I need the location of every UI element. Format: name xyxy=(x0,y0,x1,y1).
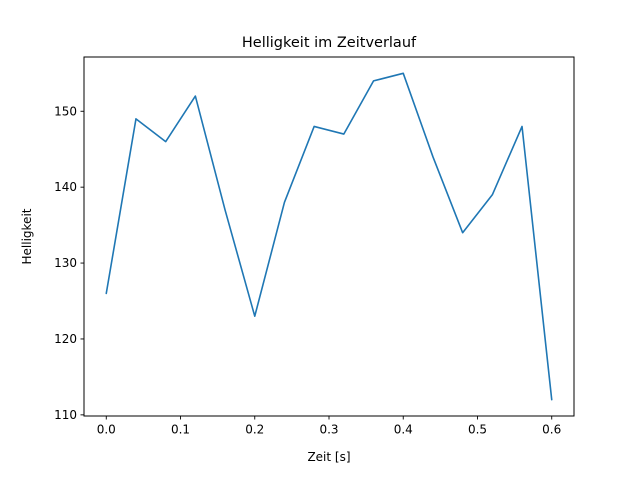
x-axis-ticks: 0.0 0.1 0.2 0.3 0.4 0.5 0.6 xyxy=(97,416,561,437)
x-tick-label: 0.2 xyxy=(245,423,264,437)
x-axis-label: Zeit [s] xyxy=(307,450,350,464)
chart-title: Helligkeit im Zeitverlauf xyxy=(242,35,417,51)
y-tick-label: 130 xyxy=(54,256,77,270)
x-tick-label: 0.3 xyxy=(319,423,338,437)
x-tick-label: 0.6 xyxy=(542,423,561,437)
y-tick-label: 120 xyxy=(54,332,77,346)
y-tick-label: 110 xyxy=(54,408,77,422)
y-tick-label: 140 xyxy=(54,180,77,194)
data-line xyxy=(105,72,553,401)
plot-area xyxy=(83,56,575,417)
x-tick-label: 0.4 xyxy=(394,423,413,437)
x-tick-label: 0.0 xyxy=(97,423,116,437)
y-axis-label: Helligkeit xyxy=(20,208,34,264)
x-tick-label: 0.1 xyxy=(171,423,190,437)
x-tick-label: 0.5 xyxy=(468,423,487,437)
y-tick-label: 150 xyxy=(54,104,77,118)
y-axis-ticks: 110 120 130 140 150 xyxy=(54,104,84,422)
